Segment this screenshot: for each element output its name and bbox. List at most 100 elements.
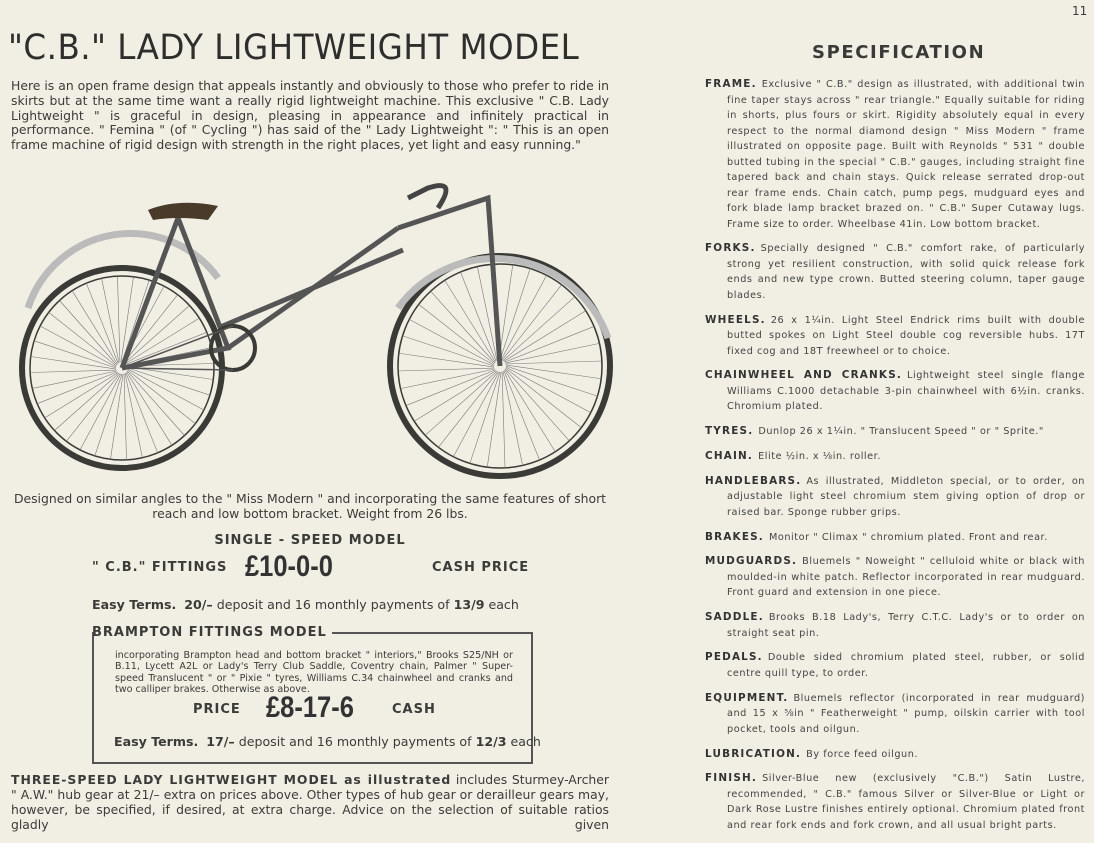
spec-item-chainwheel: CHAINWHEEL AND CRANKS. Lightweight steel … xyxy=(705,368,1085,415)
frame xyxy=(119,194,503,371)
terms-text: deposit and 16 monthly payments of xyxy=(238,734,472,749)
spec-label: CHAINWHEEL AND CRANKS. xyxy=(705,369,903,382)
spec-text: Exclusive " C.B." design as illustrated,… xyxy=(727,79,1085,230)
spec-item-chain: CHAIN. Elite ½in. x ⅛in. roller. xyxy=(705,449,1085,465)
spoke xyxy=(123,373,127,460)
spoke xyxy=(127,369,196,424)
spec-text: 26 x 1¼in. Light Steel Endrick rims buil… xyxy=(727,314,1085,357)
spec-item-finish: FINISH. Silver-Blue new (exclusively "C.B… xyxy=(705,771,1085,833)
terms-text: deposit and 16 monthly payments of xyxy=(216,597,450,612)
terms-deposit: 20/– xyxy=(184,597,213,612)
spoke xyxy=(503,310,586,362)
spec-item-lubrication: LUBRICATION. By force feed oilgun. xyxy=(705,747,1085,763)
cash-label: CASH xyxy=(392,702,436,717)
bicycle-illustration xyxy=(19,183,613,479)
spec-item-frame: FRAME. Exclusive " C.B." design as illust… xyxy=(705,77,1085,232)
spoke xyxy=(117,276,121,363)
spec-item-forks: FORKS. Specially designed " C.B." comfort… xyxy=(705,241,1085,303)
spoke xyxy=(402,335,495,367)
spoke xyxy=(430,290,496,364)
spec-text: Bluemels reflector (incorporated in rear… xyxy=(727,692,1085,735)
spoke xyxy=(453,371,500,457)
spoke xyxy=(126,370,185,436)
spoke xyxy=(125,372,158,453)
spoke xyxy=(59,300,118,366)
spoke xyxy=(504,369,556,452)
spec-item-wheels: WHEELS. 26 x 1¼in. Light Steel Endrick ri… xyxy=(705,313,1085,360)
spec-label: CHAIN. xyxy=(705,449,754,462)
spoke xyxy=(79,373,122,450)
spoke xyxy=(505,343,600,364)
handlebar xyxy=(406,183,449,210)
spoke xyxy=(398,367,495,372)
spoke xyxy=(469,371,501,464)
terms-deposit: 17/– xyxy=(206,734,235,749)
spoke xyxy=(126,332,207,365)
spoke xyxy=(505,366,591,413)
brampton-title: BRAMPTON FITTINGS MODEL xyxy=(92,625,327,640)
spoke xyxy=(504,326,595,363)
spoke xyxy=(405,369,496,406)
spoke xyxy=(126,371,173,446)
spoke xyxy=(127,368,204,411)
cb-fittings-label: " C.B." FITTINGS xyxy=(92,560,228,575)
spec-label: EQUIPMENT. xyxy=(705,691,789,704)
single-speed-price: £10-0-0 xyxy=(245,550,333,583)
spoke xyxy=(438,371,499,448)
terms-end: each xyxy=(510,734,541,749)
illustration-caption: Designed on similar angles to the " Miss… xyxy=(13,491,607,521)
spec-label: MUDGUARDS. xyxy=(705,555,798,568)
spec-text: Dunlop 26 x 1¼in. " Translucent Speed " … xyxy=(758,426,1044,438)
spoke xyxy=(505,364,602,380)
spoke xyxy=(502,371,523,466)
page-title: "C.B." LADY LIGHTWEIGHT MODEL xyxy=(8,28,580,68)
spec-label: FINISH. xyxy=(705,772,758,785)
spoke xyxy=(501,284,562,361)
spoke xyxy=(418,304,495,365)
spoke xyxy=(505,367,582,428)
spec-text: By force feed oilgun. xyxy=(806,748,919,760)
spoke xyxy=(398,352,495,368)
brampton-terms: Easy Terms. 17/– deposit and 16 monthly … xyxy=(114,734,541,749)
spoke xyxy=(127,367,210,396)
spec-label: BRAKES. xyxy=(705,530,764,543)
spoke xyxy=(86,283,119,364)
single-speed-terms: Easy Terms. 20/– deposit and 16 monthly … xyxy=(92,597,519,612)
price-label: PRICE xyxy=(193,702,241,717)
spoke xyxy=(110,373,124,460)
spec-label: FORKS. xyxy=(705,242,756,255)
spoke xyxy=(409,319,495,366)
spec-label: LUBRICATION. xyxy=(705,747,802,760)
specification-list: FRAME. Exclusive " C.B." design as illust… xyxy=(705,77,1085,843)
spoke xyxy=(44,372,119,419)
brampton-box xyxy=(92,632,533,764)
specification-title: SPECIFICATION xyxy=(812,42,986,63)
spoke xyxy=(94,373,123,456)
three-speed-lead: THREE-SPEED LADY LIGHTWEIGHT MODEL as il… xyxy=(11,772,452,787)
spoke xyxy=(34,340,117,369)
terms-end: each xyxy=(488,597,519,612)
spoke xyxy=(120,276,134,363)
saddle xyxy=(148,202,218,220)
spec-label: PEDALS. xyxy=(705,651,763,664)
spoke xyxy=(502,296,576,362)
spec-text: Double sided chromium plated steel, rubb… xyxy=(727,652,1085,679)
spoke xyxy=(499,268,531,361)
spoke xyxy=(37,371,118,404)
terms-label: Easy Terms. xyxy=(114,734,199,749)
spoke xyxy=(66,373,121,442)
terms-payment: 12/3 xyxy=(475,734,507,749)
spec-text: Brooks B.18 Lady's, Terry C.T.C. Lady's … xyxy=(727,612,1085,639)
spec-item-tyres: TYRES. Dunlop 26 x 1¼in. " Translucent Sp… xyxy=(705,424,1085,440)
spec-text: Bluemels " Noweight " celluloid white or… xyxy=(727,556,1085,599)
spoke xyxy=(424,370,498,436)
spoke xyxy=(505,365,598,397)
brampton-description: incorporating Brampton head and bottom b… xyxy=(115,650,513,695)
spoke xyxy=(500,275,547,361)
spoke xyxy=(48,312,117,367)
spoke xyxy=(30,369,117,373)
spec-item-saddle: SADDLE. Brooks B.18 Lady's, Terry C.T.C. … xyxy=(705,610,1085,641)
spoke xyxy=(121,280,150,363)
page-number: 11 xyxy=(1072,4,1088,18)
spec-item-pedals: PEDALS. Double sided chromium plated stee… xyxy=(705,650,1085,681)
